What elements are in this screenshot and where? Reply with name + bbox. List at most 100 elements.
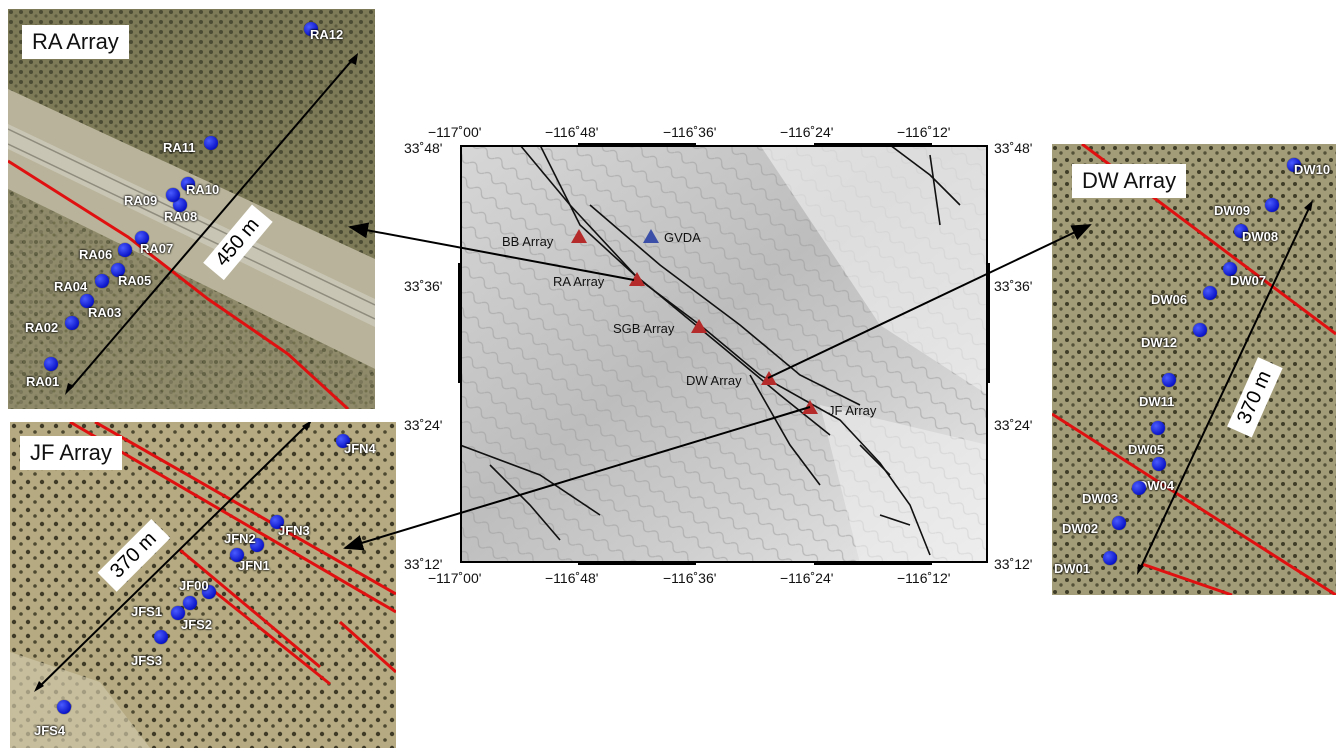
station-jfs1[interactable] xyxy=(183,596,197,610)
site-label-sgb: SGB Array xyxy=(613,321,675,336)
station-jfn2[interactable] xyxy=(250,538,264,552)
ra-array-panel: RA Array 450 m RA01 RA02 RA03 RA04 RA05 … xyxy=(8,9,375,409)
lon-label-bottom: −116˚36' xyxy=(663,570,717,586)
station-ra10[interactable] xyxy=(181,177,195,191)
station-dw07[interactable] xyxy=(1223,262,1237,276)
station-label: RA08 xyxy=(164,209,198,224)
lon-label-top: −116˚48' xyxy=(545,124,599,140)
jf-array-panel: JF Array 370 m JFN4 JFN3 JFN2 JFN1 JF00 … xyxy=(10,422,396,748)
lon-label-top: −117˚00' xyxy=(428,124,482,140)
lat-label-left: 33˚24' xyxy=(404,417,443,433)
lon-label-bottom: −116˚24' xyxy=(780,570,834,586)
station-label: RA02 xyxy=(25,320,59,335)
jf-aerial-image xyxy=(10,422,396,748)
station-label: RA11 xyxy=(163,140,196,155)
relief-map: BB Array GVDA RA Array SGB Array DW Arra… xyxy=(458,143,990,565)
station-label: DW05 xyxy=(1128,442,1165,457)
station-label: DW07 xyxy=(1230,273,1267,288)
station-dw11[interactable] xyxy=(1162,373,1176,387)
station-label: RA04 xyxy=(54,279,88,294)
dw-array-marker xyxy=(761,371,777,385)
station-ra01[interactable] xyxy=(44,357,58,371)
station-ra05[interactable] xyxy=(111,263,125,277)
station-dw03[interactable] xyxy=(1132,481,1146,495)
station-label: JFN3 xyxy=(278,523,310,538)
jf-array-marker xyxy=(802,400,818,414)
station-label: RA07 xyxy=(140,241,174,256)
station-label: JFS3 xyxy=(131,653,163,668)
lat-label-right: 33˚24' xyxy=(994,417,1033,433)
station-dw04[interactable] xyxy=(1152,457,1166,471)
station-ra11[interactable] xyxy=(204,136,218,150)
lon-label-bottom: −116˚12' xyxy=(897,570,951,586)
sgb-array-marker xyxy=(691,319,707,333)
station-label: RA03 xyxy=(88,305,122,320)
station-label: RA09 xyxy=(124,193,158,208)
map-tick-bar xyxy=(578,561,696,565)
station-jfn1[interactable] xyxy=(230,548,244,562)
lat-label-left: 33˚36' xyxy=(404,278,443,294)
lat-label-right: 33˚12' xyxy=(994,556,1033,572)
station-jfs3[interactable] xyxy=(154,630,168,644)
station-jfs4[interactable] xyxy=(57,700,71,714)
station-label: JFS4 xyxy=(34,723,66,738)
station-dw01[interactable] xyxy=(1103,551,1117,565)
station-jfn3[interactable] xyxy=(270,515,284,529)
station-label: RA05 xyxy=(118,273,152,288)
station-dw09[interactable] xyxy=(1265,198,1279,212)
station-dw10[interactable] xyxy=(1287,158,1301,172)
station-dw06[interactable] xyxy=(1203,286,1217,300)
station-label: DW09 xyxy=(1214,203,1251,218)
site-label-gvda: GVDA xyxy=(664,230,701,245)
station-label: DW02 xyxy=(1062,521,1099,536)
station-jfs2[interactable] xyxy=(171,606,185,620)
ra-array-title: RA Array xyxy=(22,25,129,59)
ra-array-marker xyxy=(629,272,645,286)
dw-array-panel: DW Array 370 m DW10 DW09 DW08 DW07 DW06 … xyxy=(1052,144,1336,595)
station-dw05[interactable] xyxy=(1151,421,1165,435)
lat-label-right: 33˚48' xyxy=(994,140,1033,156)
station-ra12[interactable] xyxy=(304,22,318,36)
station-label: RA10 xyxy=(186,182,220,197)
map-tick-bar xyxy=(578,143,696,147)
station-jf00[interactable] xyxy=(202,585,216,599)
dw-array-title: DW Array xyxy=(1072,164,1187,198)
station-label: DW06 xyxy=(1151,292,1188,307)
lon-label-top: −116˚24' xyxy=(780,124,834,140)
lon-label-top: −116˚12' xyxy=(897,124,951,140)
lon-label-bottom: −116˚48' xyxy=(545,570,599,586)
station-ra04[interactable] xyxy=(95,274,109,288)
station-ra09[interactable] xyxy=(166,188,180,202)
station-ra06[interactable] xyxy=(118,243,132,257)
bb-array-marker xyxy=(571,229,587,243)
station-label: DW11 xyxy=(1139,394,1175,409)
lat-label-right: 33˚36' xyxy=(994,278,1033,294)
lon-label-top: −116˚36' xyxy=(663,124,717,140)
station-label: DW03 xyxy=(1082,491,1119,506)
station-ra03[interactable] xyxy=(80,294,94,308)
station-label: JFN2 xyxy=(224,531,256,546)
station-label: JFS2 xyxy=(181,617,213,632)
site-label-dw: DW Array xyxy=(686,373,742,388)
station-dw02[interactable] xyxy=(1112,516,1126,530)
ra-aerial-image xyxy=(8,9,375,409)
station-label: JFN4 xyxy=(344,441,376,456)
station-label: JF00 xyxy=(179,578,209,593)
station-dw12[interactable] xyxy=(1193,323,1207,337)
site-label-bb: BB Array xyxy=(502,234,554,249)
site-markers xyxy=(571,229,818,414)
station-label: DW10 xyxy=(1294,162,1331,177)
station-label: JFS1 xyxy=(131,604,163,619)
station-ra02[interactable] xyxy=(65,316,79,330)
station-ra07[interactable] xyxy=(135,231,149,245)
station-ra08[interactable] xyxy=(173,198,187,212)
station-label: DW04 xyxy=(1138,478,1175,493)
dw-aerial-image xyxy=(1052,144,1336,595)
map-tick-bar xyxy=(814,143,932,147)
lat-label-left: 33˚48' xyxy=(404,140,443,156)
site-label-jf: JF Array xyxy=(828,403,877,418)
station-label: RA01 xyxy=(26,374,60,389)
map-tick-bar xyxy=(814,561,932,565)
gvda-marker xyxy=(643,229,659,243)
station-dw08[interactable] xyxy=(1234,224,1248,238)
